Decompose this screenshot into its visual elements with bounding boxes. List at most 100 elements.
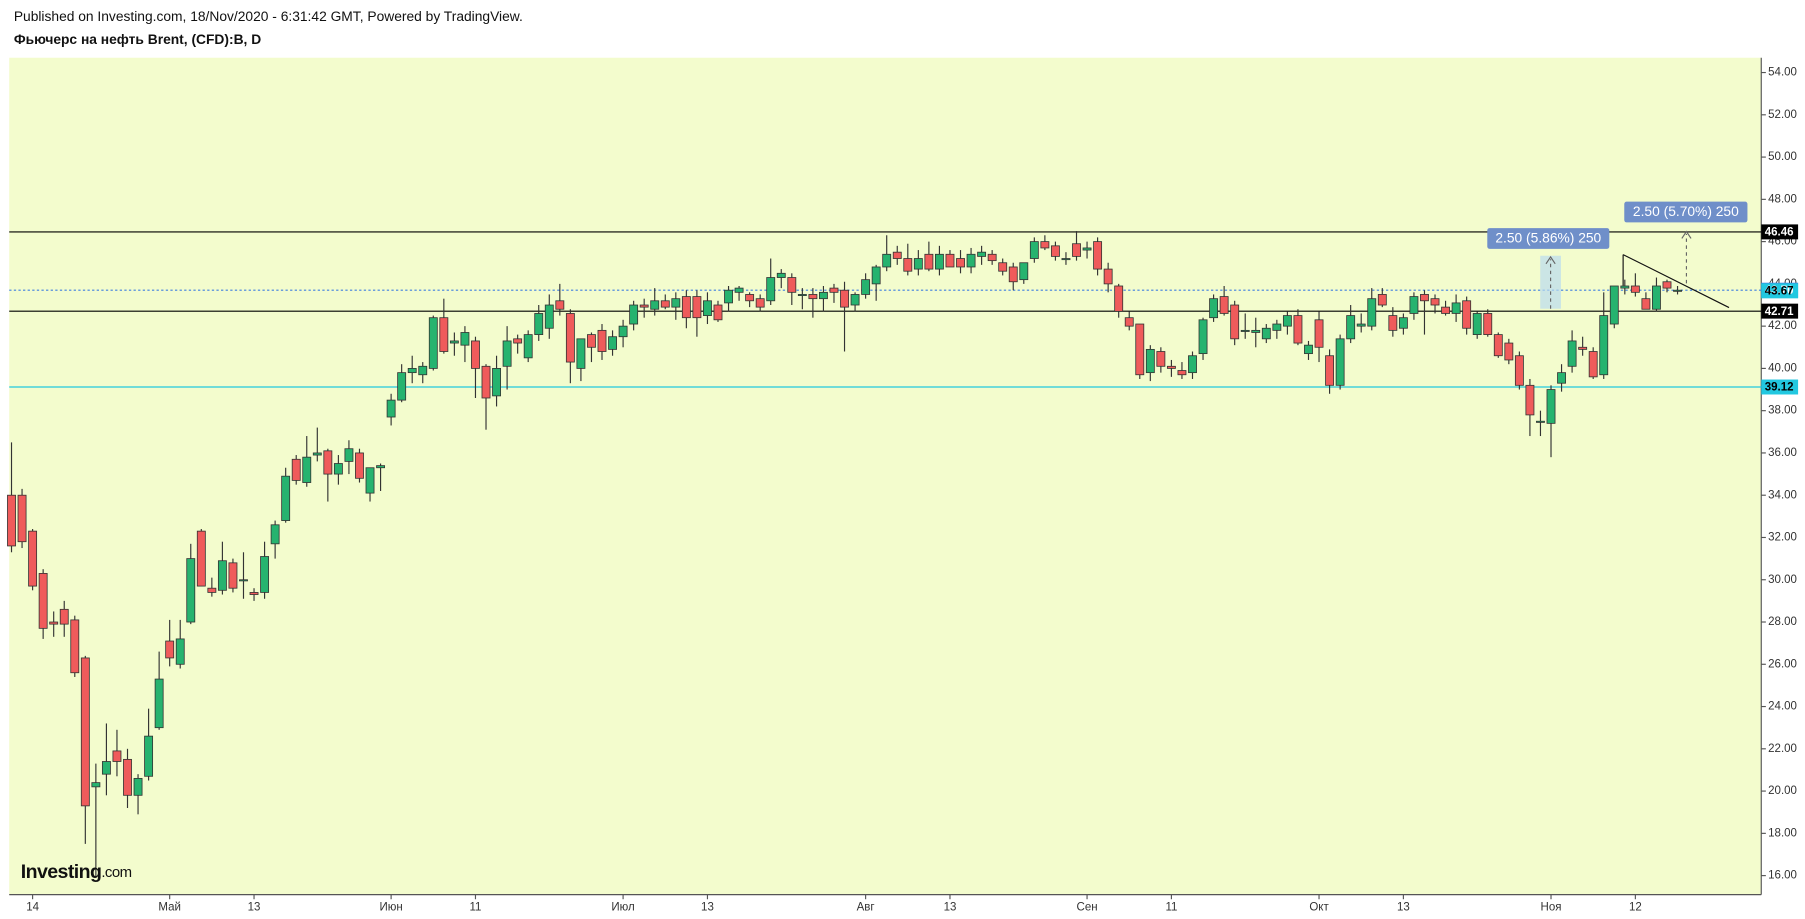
candle-body xyxy=(1609,285,1619,325)
candle-body xyxy=(1599,315,1609,376)
price-tag-label: 42.71 xyxy=(1765,306,1794,318)
candle-body xyxy=(618,325,628,338)
candle-body xyxy=(587,334,596,348)
candle-body xyxy=(1261,327,1271,340)
candle-body xyxy=(112,750,122,762)
candle-body xyxy=(344,448,354,462)
candle-body xyxy=(755,298,765,308)
price-tag xyxy=(1761,303,1799,319)
candle-body xyxy=(1451,302,1461,314)
candle-body xyxy=(502,340,512,367)
candle-body xyxy=(1652,285,1661,310)
candle-body xyxy=(1630,285,1640,293)
candle-body xyxy=(892,251,902,259)
price-tag-label: 39.12 xyxy=(1765,382,1794,394)
candle-body xyxy=(38,573,48,629)
price-tag xyxy=(1761,283,1799,299)
candle-body xyxy=(1008,266,1018,283)
candle-body xyxy=(1082,247,1092,251)
x-tick-label: 13 xyxy=(701,901,714,913)
candle-body xyxy=(977,251,987,257)
candle-body xyxy=(544,304,554,329)
candle-body xyxy=(1050,245,1060,257)
candle-body xyxy=(787,277,797,293)
candle-body xyxy=(576,338,586,369)
candle-body xyxy=(1662,281,1672,289)
candle-body xyxy=(650,300,660,310)
candle-body xyxy=(1525,384,1535,416)
candle-body xyxy=(1040,241,1050,249)
logo-suffix: .com xyxy=(101,864,131,881)
candle-body xyxy=(101,761,111,775)
candle-body xyxy=(133,777,143,796)
candle-body xyxy=(1188,355,1197,374)
x-tick-label: 11 xyxy=(470,901,482,913)
candle-body xyxy=(492,368,501,397)
candle-body xyxy=(239,579,248,582)
y-tick-label: 22.00 xyxy=(1768,743,1797,755)
candle-body xyxy=(766,277,776,302)
plot-background xyxy=(9,57,1762,895)
candle-body xyxy=(934,253,944,270)
candle-body xyxy=(1588,351,1598,378)
candle-body xyxy=(713,304,723,321)
candle-body xyxy=(523,334,533,359)
candle-body xyxy=(7,494,16,547)
trend-line xyxy=(1622,254,1730,309)
candle-body xyxy=(987,253,997,262)
candle-body xyxy=(1536,420,1545,423)
candle-body xyxy=(1124,317,1134,327)
candle-body xyxy=(681,296,691,319)
y-tick-label: 32.00 xyxy=(1768,532,1797,544)
candle-body xyxy=(1472,313,1482,336)
candle-body xyxy=(1093,241,1103,270)
x-tick-label: 13 xyxy=(1397,901,1410,913)
logo: Investing.com xyxy=(21,861,132,883)
candle-body xyxy=(1514,355,1524,386)
candle-body xyxy=(481,365,491,399)
x-tick-label: Май xyxy=(158,901,181,913)
candle-body xyxy=(1356,323,1366,327)
candle-body xyxy=(745,294,755,302)
candle-body xyxy=(671,298,681,308)
candle-body xyxy=(956,258,965,268)
candle-body xyxy=(49,621,59,625)
candle-body xyxy=(882,253,892,268)
candle-body xyxy=(1377,294,1387,306)
x-tick-label: 14 xyxy=(26,901,39,913)
x-tick-label: 13 xyxy=(248,901,261,913)
candle-body xyxy=(175,638,185,665)
candle-body xyxy=(59,608,69,625)
candle-body xyxy=(1420,294,1429,302)
candle-body xyxy=(460,332,470,346)
candle-body xyxy=(797,294,807,296)
candle-body xyxy=(1019,262,1029,281)
x-tick-label: Окт xyxy=(1309,901,1329,913)
candle-body xyxy=(1335,338,1345,386)
candle-body xyxy=(281,475,291,521)
candle-body xyxy=(428,317,438,369)
candle-body xyxy=(555,300,565,310)
price-tag xyxy=(1761,224,1799,240)
candle-body xyxy=(1483,313,1493,336)
logo-brand: Investing xyxy=(21,861,102,883)
candle-body xyxy=(998,262,1008,272)
x-tick-label: Июл xyxy=(611,901,634,913)
candle-body xyxy=(302,456,312,483)
candle-body xyxy=(154,678,164,729)
y-tick-label: 40.00 xyxy=(1768,362,1797,374)
candle-body xyxy=(829,287,839,293)
y-tick-label: 54.00 xyxy=(1768,67,1797,79)
candle-body xyxy=(1293,315,1303,344)
y-tick-label: 20.00 xyxy=(1768,785,1797,797)
candle-body xyxy=(945,253,955,268)
candle-body xyxy=(333,463,343,475)
candle-body xyxy=(249,592,259,595)
candle-body xyxy=(534,313,544,336)
annotation-box xyxy=(1624,201,1748,223)
y-tick-label: 26.00 xyxy=(1768,658,1797,670)
candle-body xyxy=(819,291,828,300)
candle-body xyxy=(312,452,322,456)
candle-body xyxy=(1673,289,1682,292)
